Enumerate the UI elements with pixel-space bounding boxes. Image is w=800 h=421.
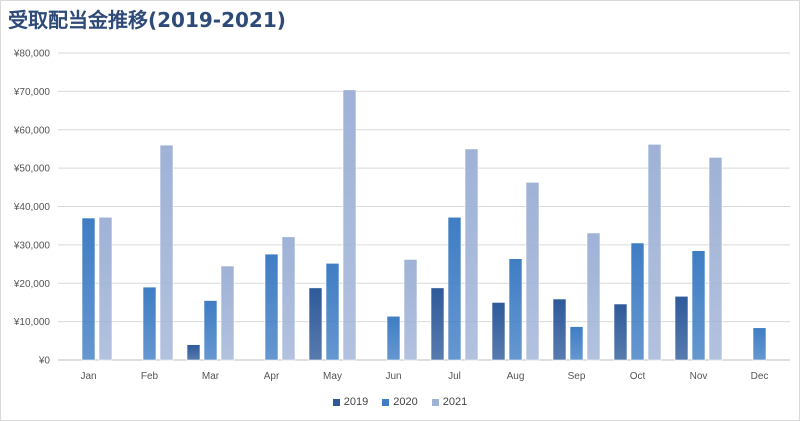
bar-2019-oct	[613, 303, 628, 361]
legend-swatch	[332, 398, 340, 406]
y-tick-label: ¥80,000	[13, 49, 51, 60]
bar-2020-mar	[203, 300, 218, 361]
bar-2020-jan	[81, 217, 96, 361]
bar-2019-mar	[186, 344, 201, 361]
bar-2021-jan	[98, 216, 113, 361]
bar-2021-oct	[647, 144, 662, 361]
y-tick-label: ¥70,000	[13, 87, 51, 98]
y-tick-label: ¥0	[38, 356, 51, 367]
bar-2019-may	[308, 287, 323, 361]
x-tick-label: Dec	[751, 371, 769, 382]
y-tick-label: ¥40,000	[13, 202, 51, 213]
bar-2020-feb	[142, 286, 157, 361]
x-tick-label: Oct	[630, 371, 646, 382]
legend: 2019 2020 2021	[0, 396, 800, 408]
bar-2021-feb	[159, 144, 174, 361]
bar-2020-may	[325, 262, 340, 361]
legend-label: 2021	[442, 396, 468, 408]
legend-swatch	[382, 398, 390, 406]
x-tick-label: Feb	[141, 371, 159, 382]
x-tick-label: Jul	[448, 371, 461, 382]
bar-2021-nov	[708, 157, 723, 361]
bar-2019-jul	[430, 287, 445, 361]
legend-label: 2019	[343, 396, 369, 408]
legend-label: 2020	[393, 396, 418, 408]
bar-2021-jun	[403, 259, 418, 361]
y-tick-label: ¥10,000	[13, 317, 51, 328]
x-tick-label: Aug	[507, 371, 525, 382]
bar-2021-jul	[464, 148, 479, 361]
bar-2019-sep	[552, 298, 567, 361]
x-tick-label: Mar	[202, 371, 220, 382]
bar-2021-mar	[220, 265, 235, 361]
x-tick-label: Jan	[80, 371, 96, 382]
x-axis-ticks: Jan Feb Mar Apr May Jun Jul Aug Sep Oct Nov Dec	[80, 371, 768, 382]
bar-2020-jun	[386, 315, 401, 361]
bar-2021-may	[342, 89, 357, 361]
bar-2019-aug	[491, 302, 506, 361]
y-tick-label: ¥50,000	[13, 164, 51, 175]
y-tick-label: ¥60,000	[13, 125, 51, 136]
x-tick-label: Nov	[690, 371, 708, 382]
y-tick-label: ¥20,000	[13, 279, 51, 290]
x-tick-label: Jun	[385, 371, 401, 382]
legend-item-2019: 2019	[332, 396, 369, 408]
x-tick-label: Apr	[264, 371, 280, 382]
y-axis-ticks: ¥0 ¥10,000 ¥20,000 ¥30,000 ¥40,000 ¥50,000 ¥60…	[13, 49, 51, 367]
bar-2021-aug	[525, 182, 540, 361]
chart-title: 受取配当金推移(2019-2021)	[8, 8, 286, 32]
legend-swatch	[431, 398, 439, 406]
bar-2020-nov	[691, 250, 706, 361]
bar-2021-apr	[281, 236, 296, 361]
bar-2021-sep	[586, 232, 601, 361]
bar-2019-nov	[674, 295, 689, 361]
legend-item-2021: 2021	[431, 396, 468, 408]
bar-2020-oct	[630, 242, 645, 361]
x-tick-label: Sep	[568, 371, 586, 382]
bar-2020-jul	[447, 216, 462, 361]
bar-2020-dec	[752, 327, 767, 361]
bar-2020-apr	[264, 253, 279, 361]
y-tick-label: ¥30,000	[13, 240, 51, 251]
bar-2020-sep	[569, 326, 584, 361]
bars	[81, 89, 767, 361]
bar-2020-aug	[508, 258, 523, 361]
legend-item-2020: 2020	[382, 396, 418, 408]
gridlines	[58, 52, 790, 361]
x-tick-label: May	[323, 371, 342, 382]
